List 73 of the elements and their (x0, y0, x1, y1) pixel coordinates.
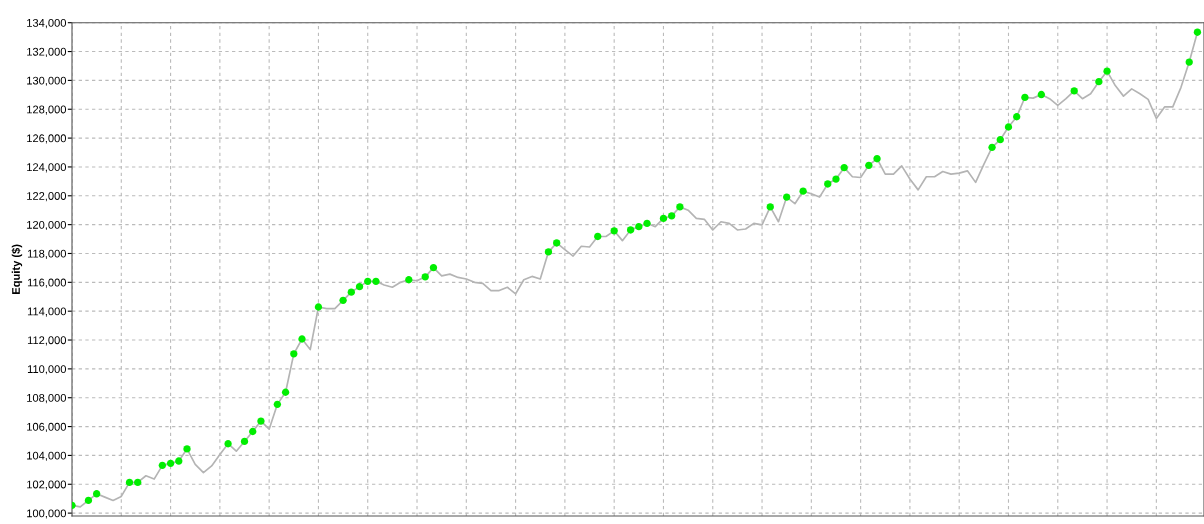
y-tick-label: 132,000 (27, 47, 67, 57)
point (1070, 87, 1078, 95)
point (832, 175, 840, 183)
point (166, 459, 175, 468)
y-tick-label: 106,000 (27, 422, 67, 433)
point (298, 335, 306, 343)
point (84, 496, 93, 505)
point (183, 445, 191, 453)
point (421, 273, 429, 281)
point (783, 193, 791, 201)
point (824, 180, 832, 188)
point (175, 457, 183, 465)
y-tick-label: 130,000 (27, 76, 67, 86)
point (626, 226, 635, 234)
point (92, 490, 101, 498)
y-tick-label: 110,000 (27, 365, 67, 375)
y-tick-label: 104,000 (27, 451, 67, 461)
y-tick-label: 126,000 (27, 134, 67, 144)
y-tick-label: 108,000 (27, 393, 67, 404)
point (125, 478, 134, 487)
point (635, 222, 643, 231)
point (610, 227, 618, 235)
y-tick-label: 134,000 (27, 18, 67, 29)
point (553, 239, 561, 247)
point (1103, 67, 1111, 75)
point (544, 248, 553, 256)
y-tick-label: 124,000 (27, 163, 67, 173)
point (988, 143, 996, 151)
point (158, 461, 167, 470)
point (766, 203, 774, 211)
point (1037, 90, 1046, 99)
point (594, 232, 602, 241)
point (347, 288, 355, 296)
point (273, 400, 282, 409)
point (840, 163, 848, 172)
y-tick-label: 116,000 (27, 278, 67, 288)
point (1095, 78, 1103, 86)
y-tick-label: 128,000 (27, 105, 67, 115)
point (372, 277, 380, 285)
point (996, 136, 1004, 144)
y-tick-label: 120,000 (27, 220, 67, 231)
point (224, 440, 232, 448)
point (339, 296, 347, 305)
point (429, 263, 438, 272)
point (659, 214, 668, 223)
point (643, 219, 651, 228)
point (355, 282, 364, 291)
point (799, 187, 807, 195)
point (1013, 113, 1021, 121)
point (290, 350, 298, 358)
y-tick-label: 100,000 (27, 509, 67, 519)
y-tick-label: 114,000 (27, 307, 67, 317)
point (668, 212, 676, 220)
point (405, 276, 413, 284)
point (1021, 93, 1029, 102)
y-tick-label: 112,000 (27, 336, 67, 346)
point (873, 155, 881, 163)
point (134, 478, 142, 487)
point (1004, 123, 1013, 131)
y-tick-label: 118,000 (27, 249, 67, 259)
y-axis-title: Equity ($) (11, 244, 23, 294)
y-tick-label: 102,000 (27, 480, 67, 490)
point (364, 277, 372, 285)
point (249, 427, 257, 436)
point (281, 388, 290, 396)
point (1185, 58, 1193, 66)
point (257, 417, 265, 425)
point (1193, 28, 1202, 36)
point (314, 303, 323, 311)
point (240, 437, 249, 446)
y-tick-label: 122,000 (27, 192, 67, 202)
point (676, 203, 684, 211)
point (865, 161, 873, 170)
